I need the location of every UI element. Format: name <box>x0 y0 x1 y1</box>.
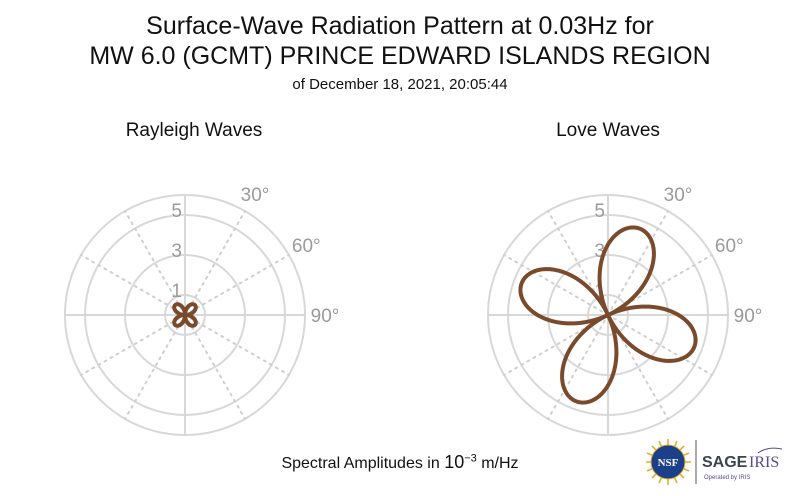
nsf-logo-icon: NSF <box>646 439 691 485</box>
iris-swoosh-icon <box>757 447 783 454</box>
love-radial-tick-label: 3 <box>594 241 605 262</box>
love-radial-tick-label: 5 <box>594 201 605 222</box>
units-suffix: m/Hz <box>476 455 519 472</box>
rayleigh-spoke <box>184 254 290 316</box>
love-spoke <box>607 210 669 316</box>
rayleigh-spoke <box>184 314 290 376</box>
sage-logo-text: SAGE <box>702 454 748 471</box>
iris-logo-text: IRIS <box>749 454 779 471</box>
rayleigh-spoke <box>80 254 186 316</box>
love-angle-label: 30° <box>664 185 693 206</box>
rayleigh-radial-tick-label: 5 <box>171 201 182 222</box>
units-base: 10 <box>444 452 465 472</box>
rayleigh-spoke <box>124 314 186 420</box>
love-angle-label: 60° <box>715 236 744 257</box>
love-spoke <box>607 314 713 376</box>
rayleigh-radiation-pattern-curve <box>172 302 198 328</box>
units-exponent: −3 <box>464 452 477 465</box>
sponsor-logos: NSF SAGE IRIS Operated by IRIS <box>646 439 783 485</box>
chart-title-line-2: MW 6.0 (GCMT) PRINCE EDWARD ISLANDS REGI… <box>89 42 711 70</box>
rayleigh-spoke <box>184 314 246 420</box>
love-spoke <box>503 254 609 316</box>
rayleigh-polar-plot: 1 3 5 30° 60° 90° <box>64 185 339 436</box>
rayleigh-spoke <box>184 210 246 316</box>
love-plot-title: Love Waves <box>556 120 660 141</box>
rayleigh-angle-label: 90° <box>311 306 340 327</box>
love-radiation-pattern-curve <box>518 225 698 405</box>
rayleigh-radial-tick-label: 3 <box>171 241 182 262</box>
rayleigh-plot-title: Rayleigh Waves <box>125 120 263 141</box>
love-angle-label: 90° <box>734 306 763 327</box>
rayleigh-angle-label: 30° <box>241 185 270 206</box>
rayleigh-spoke <box>80 314 186 376</box>
event-date-subtitle: of December 18, 2021, 20:05:44 <box>292 76 508 93</box>
amplitude-units-caption: Spectral Amplitudes in 10−3 m/Hz <box>0 452 800 473</box>
rayleigh-radial-tick-label: 1 <box>171 281 182 302</box>
love-spoke <box>547 314 609 420</box>
nsf-logo-text: NSF <box>658 457 679 469</box>
operated-by-iris-text: Operated by IRIS <box>704 475 750 481</box>
rayleigh-angle-label: 60° <box>292 236 321 257</box>
chart-title-line-1: Surface-Wave Radiation Pattern at 0.03Hz… <box>146 12 654 40</box>
units-prefix: Spectral Amplitudes in <box>281 455 445 472</box>
rayleigh-spoke <box>124 210 186 316</box>
